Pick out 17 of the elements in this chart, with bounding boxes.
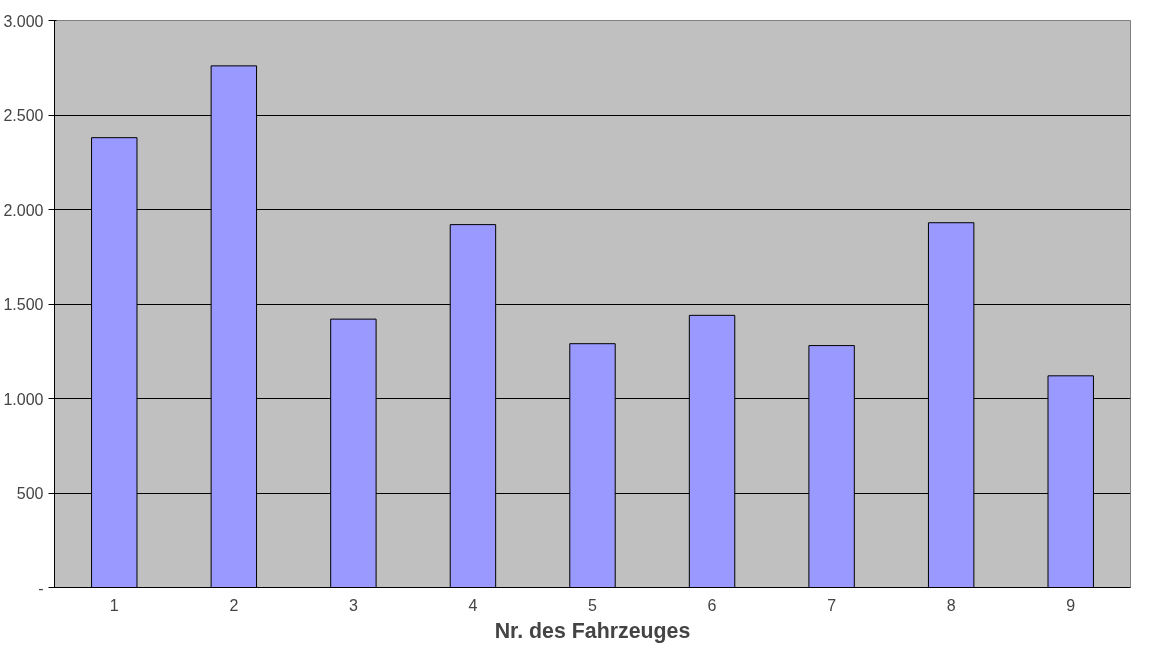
y-tick-label: 2.500 xyxy=(3,107,44,124)
y-tick-label: 3.000 xyxy=(3,12,44,30)
y-tick-label: - xyxy=(38,579,44,597)
x-tick-label: 8 xyxy=(946,596,956,614)
x-tick-label: 6 xyxy=(707,596,717,614)
y-tick-label: 500 xyxy=(16,485,44,502)
x-tick-label: 3 xyxy=(348,596,358,614)
x-axis-title: Nr. des Fahrzeuges xyxy=(494,618,691,643)
x-tick-label: 5 xyxy=(588,596,598,614)
x-tick-label: 2 xyxy=(229,596,239,614)
y-tick-label: 1.000 xyxy=(3,390,44,408)
x-tick-label: 1 xyxy=(109,596,119,614)
x-tick-label: 9 xyxy=(1066,596,1076,614)
x-tick-label: 4 xyxy=(468,596,478,614)
x-tick-label: 7 xyxy=(827,596,837,614)
y-tick-label: 2.000 xyxy=(3,201,44,219)
y-tick-label: 1.500 xyxy=(3,296,44,313)
